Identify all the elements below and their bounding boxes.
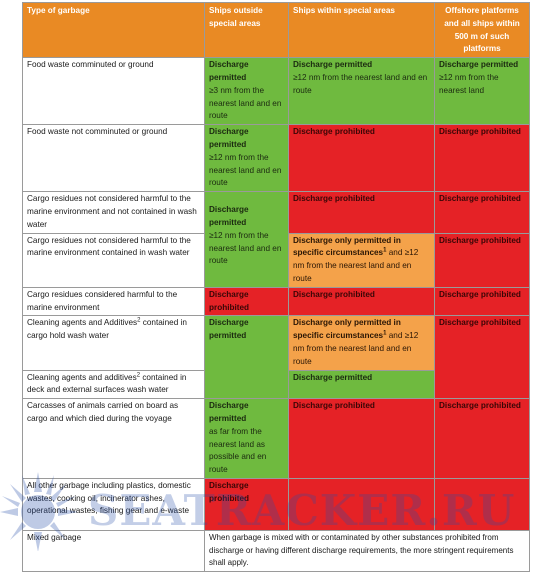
footnote-marker: 2 (136, 371, 141, 378)
garbage-type-text: Cleaning agents and Additives (27, 318, 138, 328)
within-rule-cell: Discharge prohibited (288, 191, 435, 234)
garbage-type-cell: Carcasses of animals carried on board as… (22, 398, 205, 479)
rule-status: Discharge permitted (293, 60, 373, 70)
outside-rule-cell: Discharge permitted (204, 315, 289, 400)
rule-status: Discharge permitted (209, 127, 249, 149)
garbage-type-cell: Food waste not comminuted or ground (22, 124, 205, 193)
offshore-rule-cell: Discharge prohibited (434, 191, 530, 234)
offshore-rule-cell: Discharge permitted ≥12 nm from the near… (434, 57, 530, 126)
outside-rule-cell: Discharge permitted ≥3 nm from the neare… (204, 57, 289, 126)
offshore-rule-cell: Discharge prohibited (434, 286, 530, 317)
garbage-type-cell: All other garbage including plastics, do… (22, 477, 205, 531)
table-row: Carcasses of animals carried on board as… (22, 398, 530, 479)
rule-detail: ≥3 nm from the nearest land and en route (209, 85, 282, 121)
outside-rule-cell: Discharge prohibited (204, 477, 289, 531)
footnote-marker: 1 (383, 330, 387, 337)
outside-rule-cell: Discharge permitted as far from the near… (204, 398, 289, 479)
garbage-type-cell: Cargo residues not considered harmful to… (22, 191, 205, 234)
offshore-rule-cell (434, 477, 530, 531)
garbage-type-cell: Mixed garbage (22, 529, 205, 572)
within-rule-cell: Discharge prohibited (288, 124, 435, 193)
within-rule-cell: Discharge permitted ≥12 nm from the near… (288, 57, 435, 126)
rule-detail: ≥12 nm from the nearest land (439, 72, 499, 95)
within-rule-cell: Discharge only permitted in specific cir… (288, 232, 435, 288)
header-within-special-areas: Ships within special areas (288, 1, 435, 59)
within-rule-cell: Discharge prohibited (288, 286, 435, 317)
header-row: Type of garbage Ships outside special ar… (22, 1, 530, 59)
footnote-marker: 2 (137, 317, 141, 324)
table-row: Cargo residues not considered harmful to… (22, 232, 530, 288)
within-rule-cell: Discharge permitted (288, 369, 435, 400)
rule-status: Discharge only permitted in specific cir… (293, 235, 401, 258)
garbage-type-cell: Cargo residues not considered harmful to… (22, 232, 205, 288)
offshore-rule-cell: Discharge prohibited (434, 232, 530, 288)
rule-detail: and ≥12 nm from the nearest land and en … (293, 331, 419, 366)
within-rule-cell (288, 477, 435, 531)
outside-rule-cell: Discharge permitted ≥12 nm from the near… (204, 124, 289, 193)
table-row: Food waste comminuted or ground Discharg… (22, 57, 530, 126)
garbage-type-text: contained in cargo hold wash water (27, 318, 187, 341)
rule-status: Discharge permitted (439, 60, 519, 70)
outside-rule-cell: Discharge permitted ≥12 nm from the near… (204, 191, 289, 288)
garbage-type-text: Cleaning agents and additives (27, 372, 137, 382)
footnote-marker: 1 (383, 247, 387, 254)
offshore-rule-cell: Discharge prohibited (434, 124, 530, 193)
table-row: Cargo residues not considered harmful to… (22, 191, 530, 288)
table-row: Mixed garbage When garbage is mixed with… (22, 529, 530, 572)
offshore-rule-cell: Discharge prohibited (434, 398, 530, 479)
garbage-discharge-table: Type of garbage Ships outside special ar… (22, 1, 530, 572)
table-row: Cargo residues considered harmful to the… (22, 286, 530, 317)
garbage-type-cell: Food waste comminuted or ground (22, 57, 205, 126)
table-row: Food waste not comminuted or ground Disc… (22, 124, 530, 193)
rule-status: Discharge only permitted in specific cir… (293, 318, 401, 341)
rule-status: Discharge permitted (209, 205, 249, 227)
within-rule-cell: Discharge only permitted in specific cir… (288, 315, 435, 371)
rule-detail: ≥12 nm from the nearest land and en rout… (209, 230, 282, 266)
header-offshore-platforms: Offshore platforms and all ships within … (434, 1, 530, 59)
header-type-of-garbage: Type of garbage (22, 1, 205, 59)
offshore-rule-cell: Discharge prohibited (434, 315, 530, 400)
outside-rule-cell: Discharge prohibited (204, 286, 289, 317)
table-row: Cleaning agents and additives2 contained… (22, 369, 530, 400)
garbage-type-cell: Cargo residues considered harmful to the… (22, 286, 205, 317)
rule-detail: ≥12 nm from the nearest land and en rout… (209, 152, 282, 188)
within-rule-cell: Discharge prohibited (288, 398, 435, 479)
rule-detail: as far from the nearest land as possible… (209, 426, 267, 475)
garbage-type-cell: Cleaning agents and Additives2 contained… (22, 315, 205, 371)
table-row: Cleaning agents and Additives2 contained… (22, 315, 530, 400)
mixed-garbage-note: When garbage is mixed with or contaminat… (204, 529, 530, 572)
garbage-type-text: contained in deck and external surfaces … (27, 372, 187, 395)
rule-detail: and ≥12 nm from the nearest land and en … (293, 248, 419, 283)
rule-status: Discharge permitted (209, 60, 249, 82)
garbage-type-cell: Cleaning agents and additives2 contained… (22, 369, 205, 400)
rule-status: Discharge permitted (209, 401, 249, 423)
table-row: All other garbage including plastics, do… (22, 477, 530, 531)
header-outside-special-areas: Ships outside special areas (204, 1, 289, 59)
rule-detail: ≥12 nm from the nearest land and en rout… (293, 72, 428, 95)
